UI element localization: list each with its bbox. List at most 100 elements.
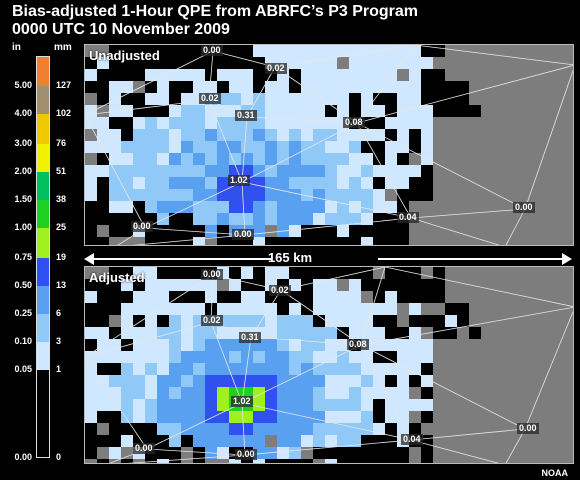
precip-cell: [301, 339, 313, 351]
precip-cell: [301, 177, 313, 189]
precip-cell: [325, 153, 337, 165]
precip-cell: [253, 81, 265, 93]
precip-cell: [217, 327, 229, 339]
precip-cell: [181, 45, 193, 57]
gauge-value-label: 0.04: [401, 434, 423, 445]
precip-cell: [361, 315, 373, 327]
precip-cell: [157, 213, 169, 225]
precip-cell: [373, 315, 385, 327]
precip-cell: [265, 327, 277, 339]
precip-cell: [193, 339, 205, 351]
precip-cell: [337, 387, 349, 399]
precip-cell: [169, 201, 181, 213]
precip-cell: [253, 363, 265, 375]
precip-cell: [337, 141, 349, 153]
precip-cell: [337, 237, 349, 245]
precip-cell: [289, 129, 301, 141]
precip-cell: [181, 315, 193, 327]
precip-cell: [181, 117, 193, 129]
precip-cell: [277, 447, 289, 459]
precip-cell: [157, 291, 169, 303]
precip-cell: [217, 351, 229, 363]
precip-cell: [277, 339, 289, 351]
precip-cell: [217, 303, 229, 315]
precip-cell: [169, 351, 181, 363]
precip-cell: [385, 447, 397, 459]
precip-cell: [385, 435, 397, 447]
precip-cell: [229, 153, 241, 165]
precip-cell: [289, 351, 301, 363]
precip-cell: [97, 165, 109, 177]
precip-cell: [373, 447, 385, 459]
precip-cell: [301, 327, 313, 339]
gauge-link: [524, 69, 573, 210]
gauge-link: [244, 217, 412, 236]
precip-cell: [145, 237, 157, 245]
precip-cell: [133, 411, 145, 423]
precip-cell: [433, 45, 445, 57]
precip-cell: [301, 279, 313, 291]
precip-cell: [217, 423, 229, 435]
precip-cell: [409, 81, 421, 93]
precip-cell: [397, 165, 409, 177]
precip-cell: [385, 339, 397, 351]
gauge-link: [144, 227, 246, 236]
precip-cell: [349, 447, 361, 459]
precip-cell: [373, 459, 385, 463]
gauge-value-label: 0.02: [269, 285, 291, 296]
gauge-link: [360, 306, 573, 346]
precip-cell: [157, 339, 169, 351]
precip-cell: [373, 105, 385, 117]
precip-cell: [409, 339, 421, 351]
precip-cell: [229, 375, 241, 387]
precip-cell: [253, 303, 265, 315]
precip-cell: [325, 93, 337, 105]
precip-cell: [193, 165, 205, 177]
precip-cell: [361, 69, 373, 81]
precip-cell: [97, 141, 109, 153]
precip-cell: [97, 411, 109, 423]
precip-cell: [361, 387, 373, 399]
precip-cell: [337, 225, 349, 237]
precip-cell: [289, 105, 301, 117]
precip-cell: [337, 81, 349, 93]
colorbar-swatch: [36, 114, 50, 144]
precip-cell: [289, 291, 301, 303]
precip-cell: [193, 153, 205, 165]
precip-cell: [217, 105, 229, 117]
precip-cell: [169, 45, 181, 57]
precip-cell: [385, 423, 397, 435]
precip-cell: [301, 69, 313, 81]
precip-cell: [109, 93, 121, 105]
colorbar-label-in: 0.10: [14, 336, 32, 346]
precip-cell: [85, 363, 97, 375]
precip-cell: [97, 375, 109, 387]
precip-cell: [97, 435, 109, 447]
precip-cell: [301, 387, 313, 399]
precip-cell: [241, 57, 253, 69]
precip-cell: [193, 363, 205, 375]
precip-cell: [133, 201, 145, 213]
precip-cell: [325, 213, 337, 225]
precip-cell: [217, 363, 229, 375]
colorbar-swatch: [36, 314, 50, 342]
precip-cell: [181, 339, 193, 351]
precip-cell: [229, 267, 241, 279]
precip-cell: [217, 399, 229, 411]
precip-cell: [385, 57, 397, 69]
precip-cell: [397, 57, 409, 69]
precip-cell: [325, 375, 337, 387]
precip-cell: [157, 225, 169, 237]
precip-cell: [373, 237, 385, 245]
precip-cell: [349, 165, 361, 177]
precip-cell: [229, 423, 241, 435]
gauge-value-label: 0.00: [201, 269, 223, 280]
precip-cell: [361, 279, 373, 291]
precip-cell: [361, 435, 373, 447]
precip-cell: [109, 279, 121, 291]
precip-cell: [277, 177, 289, 189]
precip-cell: [145, 141, 157, 153]
precip-cell: [205, 279, 217, 291]
precip-cell: [277, 153, 289, 165]
precip-cell: [325, 267, 337, 279]
